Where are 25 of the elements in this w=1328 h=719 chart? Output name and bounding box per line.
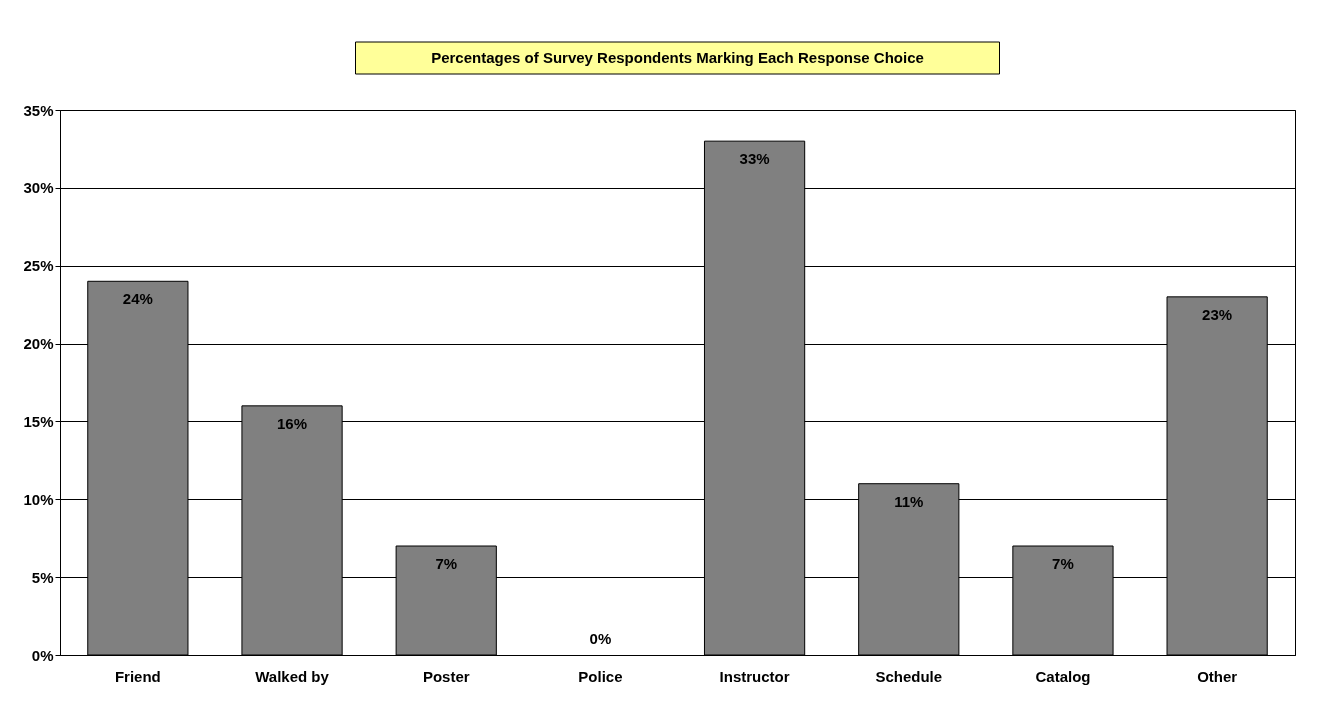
y-tick-label: 10% <box>23 490 54 508</box>
data-label: 0% <box>589 630 612 647</box>
data-label: 16% <box>277 414 308 432</box>
y-tick-label: 15% <box>23 412 54 430</box>
data-label: 23% <box>1202 305 1233 323</box>
data-label: 7% <box>435 555 458 572</box>
chart-title: Percentages of Survey Respondents Marking Each Response Choice <box>431 49 924 66</box>
data-label: 24% <box>122 290 153 308</box>
data-label: 11% <box>894 492 924 510</box>
x-tick-label: Other <box>1197 667 1238 685</box>
data-label: 33% <box>739 150 770 168</box>
x-tick-label: Police <box>578 667 623 685</box>
y-tick-label: 0% <box>31 646 54 664</box>
y-tick-label: 30% <box>23 179 54 197</box>
x-tick-label: Schedule <box>875 667 943 685</box>
data-label: 7% <box>1052 555 1074 572</box>
y-tick-label: 5% <box>31 568 54 586</box>
y-tick-label: 25% <box>23 257 54 275</box>
x-tick-label: Friend <box>114 667 161 685</box>
x-tick-label: Walked by <box>255 667 330 685</box>
x-tick-label: Catalog <box>1035 667 1091 685</box>
x-tick-label: Instructor <box>719 667 790 685</box>
y-tick-label: 20% <box>23 335 54 353</box>
y-tick-label: 35% <box>23 101 54 119</box>
x-tick-label: Poster <box>422 667 470 685</box>
